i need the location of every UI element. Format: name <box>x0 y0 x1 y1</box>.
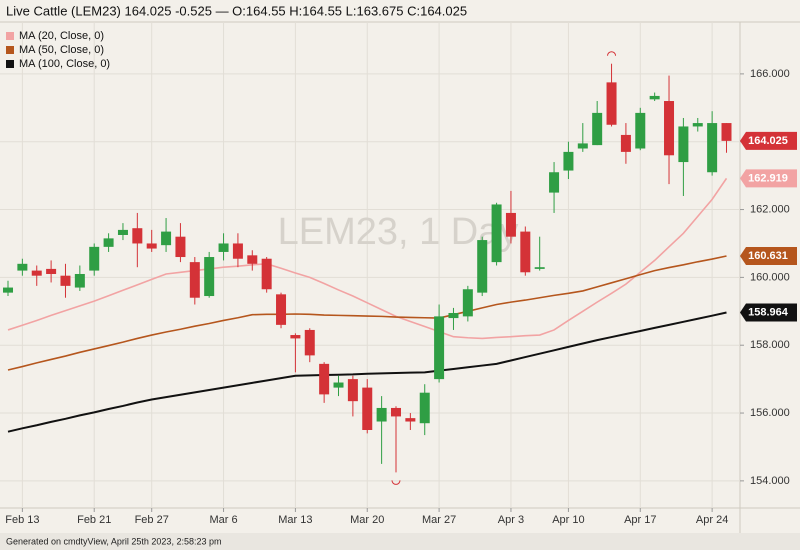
legend-swatch <box>6 60 14 68</box>
candle-body <box>448 312 459 319</box>
x-tick-label: Apr 24 <box>696 514 728 526</box>
candle-body <box>146 243 157 249</box>
candle-body <box>247 255 258 264</box>
x-tick-label: Apr 10 <box>552 514 584 526</box>
candle-body <box>304 329 315 356</box>
candle-body <box>161 231 172 246</box>
candle-body <box>218 243 229 252</box>
x-tick-label: Mar 6 <box>209 514 237 526</box>
candle-body <box>477 240 488 293</box>
chart-title: Live Cattle (LEM23) 164.025 -0.525 — O:1… <box>6 3 467 18</box>
candle-body <box>491 204 502 263</box>
x-tick-label: Mar 20 <box>350 514 384 526</box>
candle-body <box>692 123 703 127</box>
ma-line <box>7 177 728 340</box>
candle-body <box>534 267 545 269</box>
candle-body <box>376 407 387 422</box>
candle-body <box>232 243 243 259</box>
y-tick-label: 160.000 <box>750 271 790 283</box>
candle-body <box>434 316 445 380</box>
candle-body <box>261 258 272 290</box>
y-tick-label: 162.000 <box>750 203 790 215</box>
price-tag-label: 162.919 <box>748 172 788 184</box>
candle-body <box>635 112 646 149</box>
candle-body <box>347 379 358 402</box>
candle-body <box>649 95 660 100</box>
candle-body <box>577 143 588 149</box>
high-marker <box>607 51 617 56</box>
candle-body <box>89 246 100 271</box>
candle-body <box>664 101 675 156</box>
x-tick-label: Mar 13 <box>278 514 312 526</box>
candle-body <box>31 270 42 276</box>
ma-line <box>7 255 727 371</box>
candle-body <box>74 273 85 288</box>
legend-swatch <box>6 46 14 54</box>
candle-body <box>17 263 28 271</box>
x-tick-label: Feb 27 <box>135 514 169 526</box>
candle-body <box>549 172 560 193</box>
price-tag <box>740 246 797 265</box>
price-tag <box>740 169 797 188</box>
candle-body <box>132 228 143 244</box>
x-tick-label: Apr 3 <box>498 514 524 526</box>
candle-body <box>333 382 344 388</box>
y-tick-label: 166.000 <box>750 68 790 80</box>
candle-body <box>276 294 287 325</box>
x-tick-label: Apr 17 <box>624 514 656 526</box>
candle-body <box>592 112 603 146</box>
x-tick-label: Mar 27 <box>422 514 456 526</box>
legend-label: MA (100, Close, 0) <box>19 58 110 70</box>
legend-label: MA (20, Close, 0) <box>19 30 104 42</box>
candle-body <box>189 262 200 298</box>
y-tick-label: 154.000 <box>750 475 790 487</box>
candle-body <box>678 126 689 163</box>
x-tick-label: Feb 21 <box>77 514 111 526</box>
price-tag-label: 160.631 <box>748 250 788 262</box>
legend-label: MA (50, Close, 0) <box>19 44 104 56</box>
candle-body <box>319 363 330 395</box>
header-bar <box>0 0 800 22</box>
candle-body <box>707 123 718 173</box>
price-tag-label: 158.964 <box>748 306 789 318</box>
candle-body <box>520 231 531 273</box>
candle-body <box>505 212 516 237</box>
candle-body <box>3 287 13 293</box>
candle-body <box>117 229 128 235</box>
footer-bar <box>0 533 800 550</box>
candle-body <box>620 134 631 152</box>
ma-line <box>7 311 727 433</box>
price-tag-label: 164.025 <box>748 135 788 147</box>
candle-body <box>204 257 215 297</box>
candle-body <box>462 289 473 317</box>
candle-body <box>419 392 430 424</box>
candle-body <box>362 387 373 430</box>
candle-body <box>103 238 114 247</box>
y-tick-label: 158.000 <box>750 339 790 351</box>
candle-body <box>46 268 57 274</box>
legend-swatch <box>6 32 14 40</box>
price-tag <box>740 131 797 150</box>
candle-body <box>721 123 732 141</box>
candle-body <box>390 407 401 417</box>
low-marker <box>391 480 401 485</box>
candle-body <box>563 151 574 171</box>
y-tick-label: 156.000 <box>750 407 790 419</box>
footer: Generated on cmdtyView, April 25th 2023,… <box>6 536 221 546</box>
x-tick-label: Feb 13 <box>5 514 39 526</box>
candle-body <box>60 275 71 286</box>
candle-body <box>175 236 186 258</box>
candle-body <box>405 418 416 422</box>
candle-body <box>606 82 617 125</box>
candle-body <box>290 335 301 339</box>
price-tag <box>740 303 797 322</box>
